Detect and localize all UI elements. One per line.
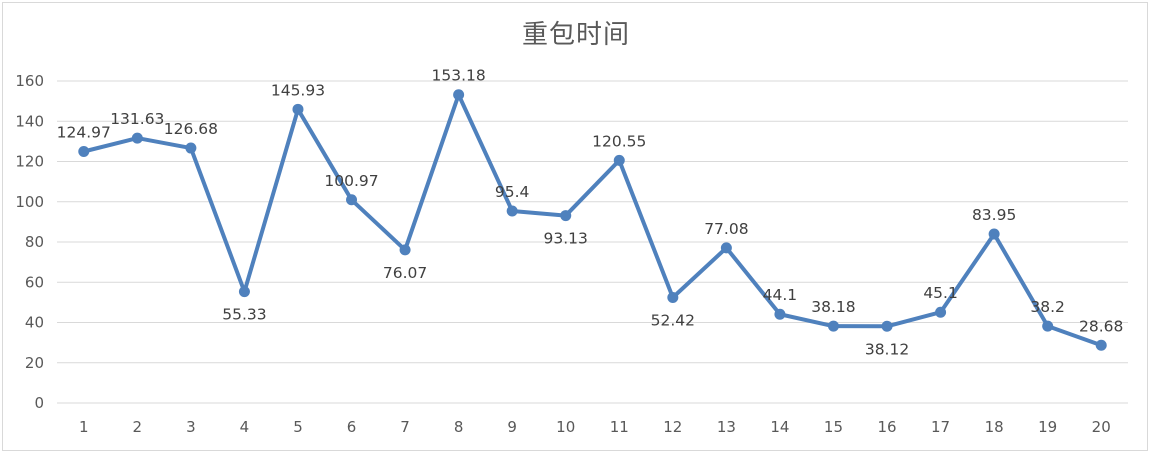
y-axis-ticks: 0 20 40 60 80 100 120 140 160 (15, 72, 44, 412)
data-point (131, 132, 143, 144)
data-point (774, 308, 786, 320)
x-tick-label: 1 (79, 418, 89, 436)
x-tick-label: 13 (717, 418, 736, 436)
x-tick-label: 5 (293, 418, 303, 436)
y-tick-label: 40 (25, 314, 44, 332)
data-label: 38.12 (865, 340, 909, 358)
data-label: 38.18 (811, 298, 855, 316)
data-point (399, 244, 411, 256)
data-point (453, 89, 465, 101)
data-label: 77.08 (704, 220, 748, 238)
y-tick-label: 140 (15, 112, 44, 130)
data-label: 28.68 (1079, 317, 1123, 335)
data-label: 120.55 (592, 132, 646, 150)
x-tick-label: 4 (240, 418, 250, 436)
data-point (1042, 320, 1054, 332)
data-point (988, 228, 1000, 240)
y-tick-label: 20 (25, 354, 44, 372)
data-label: 83.95 (972, 206, 1016, 224)
data-label: 38.2 (1030, 298, 1065, 316)
data-point (881, 320, 893, 332)
data-label: 55.33 (222, 306, 266, 324)
data-label: 131.63 (110, 110, 164, 128)
x-tick-label: 6 (347, 418, 357, 436)
x-tick-label: 12 (663, 418, 682, 436)
y-tick-label: 80 (25, 233, 44, 251)
data-label: 76.07 (383, 264, 427, 282)
y-tick-label: 100 (15, 193, 44, 211)
x-axis-ticks: 1 2 3 4 5 6 7 8 9 10 11 12 13 14 15 16 17 18 19 20 (79, 418, 1111, 436)
x-tick-label: 16 (877, 418, 896, 436)
x-tick-label: 15 (824, 418, 843, 436)
x-tick-label: 18 (985, 418, 1004, 436)
x-tick-label: 10 (556, 418, 575, 436)
x-tick-label: 14 (770, 418, 789, 436)
data-point (560, 210, 572, 222)
data-label: 126.68 (164, 120, 218, 138)
data-point (185, 142, 197, 154)
gridlines (57, 80, 1128, 404)
data-point (613, 154, 625, 166)
x-tick-label: 8 (454, 418, 464, 436)
data-label: 45.1 (923, 284, 958, 302)
x-tick-label: 19 (1038, 418, 1057, 436)
data-point (667, 292, 679, 304)
data-label: 44.1 (763, 286, 798, 304)
data-label: 52.42 (651, 312, 695, 330)
data-label: 93.13 (544, 230, 588, 248)
data-label: 145.93 (271, 81, 325, 99)
y-tick-label: 160 (15, 72, 44, 90)
x-tick-label: 9 (507, 418, 517, 436)
y-tick-label: 0 (34, 394, 44, 412)
data-points (78, 89, 1107, 351)
y-tick-label: 60 (25, 273, 44, 291)
data-label: 124.97 (57, 123, 111, 141)
x-tick-label: 11 (610, 418, 629, 436)
data-point (935, 306, 947, 318)
data-point (720, 242, 732, 254)
data-point (292, 103, 304, 115)
data-label: 153.18 (432, 67, 486, 85)
data-point (346, 194, 358, 206)
data-point (78, 145, 90, 157)
series-line (81, 92, 1104, 348)
data-point (506, 205, 518, 217)
data-label: 100.97 (324, 172, 378, 190)
y-tick-label: 120 (15, 153, 44, 171)
x-tick-label: 2 (133, 418, 143, 436)
chart-title: 重包时间 (521, 20, 630, 50)
data-point (238, 286, 250, 298)
series-line-layer (81, 92, 1104, 348)
x-tick-label: 17 (931, 418, 950, 436)
x-tick-label: 3 (186, 418, 196, 436)
data-point (1095, 339, 1107, 351)
data-label: 95.4 (495, 183, 530, 201)
x-tick-label: 7 (400, 418, 410, 436)
x-tick-label: 20 (1092, 418, 1111, 436)
data-point (827, 320, 839, 332)
